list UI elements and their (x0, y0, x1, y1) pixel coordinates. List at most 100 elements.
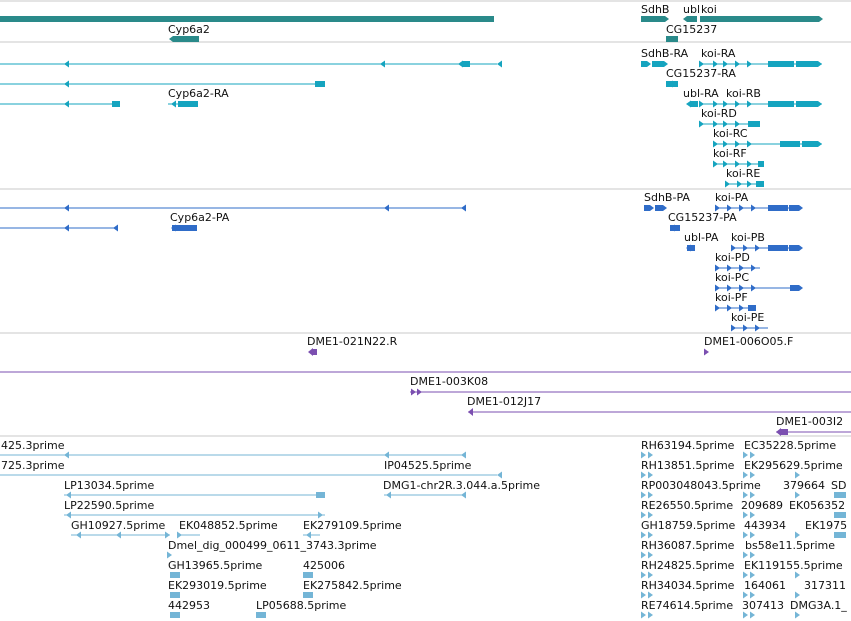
est-label[interactable]: 379664 (783, 479, 825, 492)
feature-exon (768, 101, 794, 107)
est-label[interactable]: RH36087.5prime (641, 539, 735, 552)
feature-exon (641, 61, 651, 67)
feature-arrowhead (727, 304, 732, 312)
transcript-label-ubl-ra[interactable]: ubl-RA (683, 87, 719, 100)
est-label[interactable]: EK1975 (805, 519, 848, 532)
gene-label-cyp6a2[interactable]: Cyp6a2 (168, 23, 210, 36)
est-label[interactable]: RP003048043.5prime (641, 479, 761, 492)
est-label[interactable]: SD (831, 479, 847, 492)
protein-label-ubl-pa[interactable]: ubl-PA (684, 231, 719, 244)
protein-label-sdhb-pa[interactable]: SdhB-PA (644, 191, 690, 204)
est-label[interactable]: DMG1-chr2R.3.044.a.5prime (383, 479, 541, 492)
est-label[interactable]: GH13965.5prime (168, 559, 263, 572)
transcript-label-koi-rc[interactable]: koi-RC (713, 127, 748, 140)
feature-arrowhead (641, 451, 646, 459)
est-label[interactable]: bs58e11.5prime (745, 539, 836, 552)
transcript-label-koi-re[interactable]: koi-RE (726, 167, 761, 180)
protein-label-koi-pf[interactable]: koi-PF (715, 291, 748, 304)
est-label[interactable]: EK279109.5prime (303, 519, 402, 532)
est-label[interactable]: 317311 (804, 579, 846, 592)
est-label[interactable]: RE74614.5prime (641, 599, 734, 612)
transcript-label-cg15237-ra[interactable]: CG15237-RA (666, 67, 736, 80)
est-label[interactable]: RH13851.5prime (641, 459, 735, 472)
est-label[interactable]: RE26550.5prime (641, 499, 734, 512)
feature-arrowhead (743, 531, 748, 539)
feature-arrowhead (713, 100, 718, 108)
feature-arrowhead (750, 491, 755, 499)
est-label[interactable]: 164061 (744, 579, 786, 592)
est-label[interactable]: GH10927.5prime (71, 519, 166, 532)
est-label[interactable]: DMG3A.1_ (790, 599, 847, 612)
feature-arrowhead (743, 471, 748, 479)
feature-exon (796, 61, 822, 67)
protein-label-koi-pb[interactable]: koi-PB (731, 231, 765, 244)
feature-arrowhead (384, 451, 389, 459)
bac-end-label-006o05[interactable]: DME1-006O05.F (704, 335, 794, 348)
est-label[interactable]: 443934 (744, 519, 786, 532)
est-label[interactable]: 725.3prime (1, 459, 65, 472)
gene-label-ubl[interactable]: ubl (683, 3, 701, 16)
bac-end-label-021n22[interactable]: DME1-021N22.R (307, 335, 398, 348)
est-label[interactable]: LP13034.5prime (64, 479, 155, 492)
est-label[interactable]: EK056352 (789, 499, 846, 512)
est-label[interactable]: 209689 (741, 499, 783, 512)
feature-arrowhead (116, 531, 121, 539)
est-label[interactable]: Dmel_dig_000499_0611_3743.3prime (168, 539, 377, 552)
feature-arrowhead (66, 511, 71, 519)
feature-arrowhead (641, 531, 646, 539)
protein-label-cyp6a2-pa[interactable]: Cyp6a2-PA (170, 211, 230, 224)
feature-arrowhead (64, 451, 69, 459)
est-label[interactable]: EK048852.5prime (179, 519, 278, 532)
feature-arrowhead (723, 120, 728, 128)
est-label[interactable]: 425.3prime (1, 439, 65, 452)
feature-arrowhead (723, 100, 728, 108)
feature-arrowhead (318, 511, 323, 519)
bac-label-012j17[interactable]: DME1-012J17 (467, 395, 542, 408)
transcript-label-sdhb-ra[interactable]: SdhB-RA (641, 47, 689, 60)
est-label[interactable]: LP05688.5prime (256, 599, 347, 612)
est-label[interactable]: EK275842.5prime (303, 579, 402, 592)
est-label[interactable]: RH63194.5prime (641, 439, 735, 452)
est-label[interactable]: 442953 (168, 599, 210, 612)
feature-exon (256, 612, 266, 618)
est-label[interactable]: GH18759.5prime (641, 519, 736, 532)
bac-label-003i2[interactable]: DME1-003I2 (776, 415, 844, 428)
est-label[interactable]: RH34034.5prime (641, 579, 735, 592)
feature-arrowhead (713, 120, 718, 128)
feature-arrowhead (739, 284, 744, 292)
protein-label-koi-pa[interactable]: koi-PA (715, 191, 749, 204)
gene-label-koi[interactable]: koi (701, 3, 717, 16)
transcript-label-koi-rd[interactable]: koi-RD (701, 107, 737, 120)
protein-label-koi-pe[interactable]: koi-PE (731, 311, 765, 324)
est-label[interactable]: 307413 (742, 599, 784, 612)
feature-arrowhead (715, 264, 720, 272)
feature-exon (796, 101, 822, 107)
feature-arrowhead (686, 244, 691, 252)
est-label[interactable]: LP22590.5prime (64, 499, 155, 512)
feature-arrowhead (750, 511, 755, 519)
est-label[interactable]: 425006 (303, 559, 345, 572)
feature-arrowhead (743, 244, 748, 252)
feature-arrowhead (648, 491, 653, 499)
feature-arrowhead (384, 204, 389, 212)
gene-label-sdhb[interactable]: SdhB (641, 3, 670, 16)
est-label[interactable]: EK119155.5prime (744, 559, 843, 572)
protein-label-koi-pd[interactable]: koi-PD (715, 251, 750, 264)
transcript-label-koi-rb[interactable]: koi-RB (726, 87, 761, 100)
feature-arrowhead (641, 571, 646, 579)
feature-arrowhead (648, 511, 653, 519)
transcript-label-cyp6a2-ra[interactable]: Cyp6a2-RA (168, 87, 229, 100)
transcript-label-koi-ra[interactable]: koi-RA (701, 47, 736, 60)
protein-label-koi-pc[interactable]: koi-PC (715, 271, 750, 284)
est-label[interactable]: EC35228.5prime (744, 439, 837, 452)
feature-exon (789, 205, 803, 211)
bac-label-003k08[interactable]: DME1-003K08 (410, 375, 489, 388)
feature-arrowhead (739, 264, 744, 272)
est-label[interactable]: EK295629.5prime (744, 459, 843, 472)
transcript-label-koi-rf[interactable]: koi-RF (713, 147, 747, 160)
est-label[interactable]: IP04525.5prime (384, 459, 472, 472)
est-label[interactable]: EK293019.5prime (168, 579, 267, 592)
protein-label-cg15237-pa[interactable]: CG15237-PA (668, 211, 737, 224)
est-label[interactable]: RH24825.5prime (641, 559, 735, 572)
gene-label-cg15237[interactable]: CG15237 (666, 23, 718, 36)
